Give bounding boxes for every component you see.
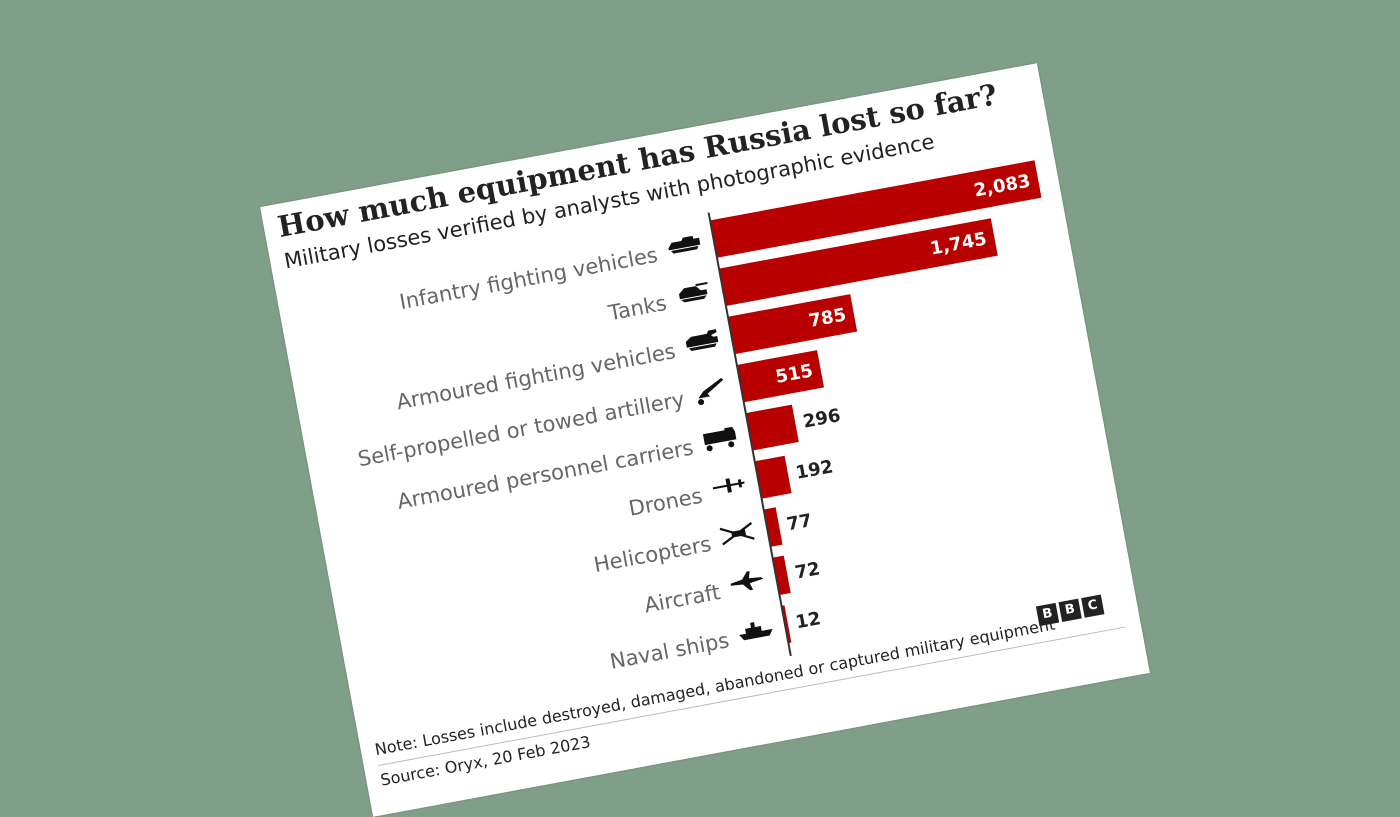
afv-icon: [685, 329, 719, 351]
bar: [763, 507, 783, 547]
bar: [772, 555, 791, 596]
data-label: 12: [794, 608, 822, 633]
category-label: Drones: [627, 484, 705, 521]
naval-ship-icon: [739, 622, 773, 641]
category-label: Naval ships: [608, 628, 731, 674]
data-label: 77: [785, 510, 813, 535]
bar: [710, 160, 1042, 258]
data-label: 296: [801, 405, 842, 432]
apc-icon: [702, 426, 737, 452]
aircraft-icon: [730, 571, 764, 591]
bar: [736, 350, 825, 403]
bar: [754, 455, 792, 499]
chart-card: How much equipment has Russia lost so fa…: [260, 63, 1150, 817]
bbc-logo-letter: B: [1058, 598, 1082, 622]
category-label: Helicopters: [592, 532, 713, 577]
ifv-icon: [668, 235, 701, 254]
data-label: 72: [793, 558, 821, 583]
tank-icon: [679, 281, 708, 303]
artillery-icon: [698, 378, 724, 406]
category-label: Tanks: [606, 291, 669, 325]
drone-icon: [712, 478, 745, 493]
category-label: Aircraft: [642, 580, 722, 618]
bar: [727, 294, 858, 355]
y-axis-line: [707, 212, 792, 657]
data-label: 192: [794, 456, 835, 483]
bar: [745, 404, 799, 451]
bbc-logo-letter: C: [1081, 594, 1105, 618]
bar: [718, 218, 998, 306]
bar-chart: Infantry fighting vehiclesTanksArmoured …: [356, 160, 1042, 674]
helicopter-icon: [719, 522, 755, 546]
